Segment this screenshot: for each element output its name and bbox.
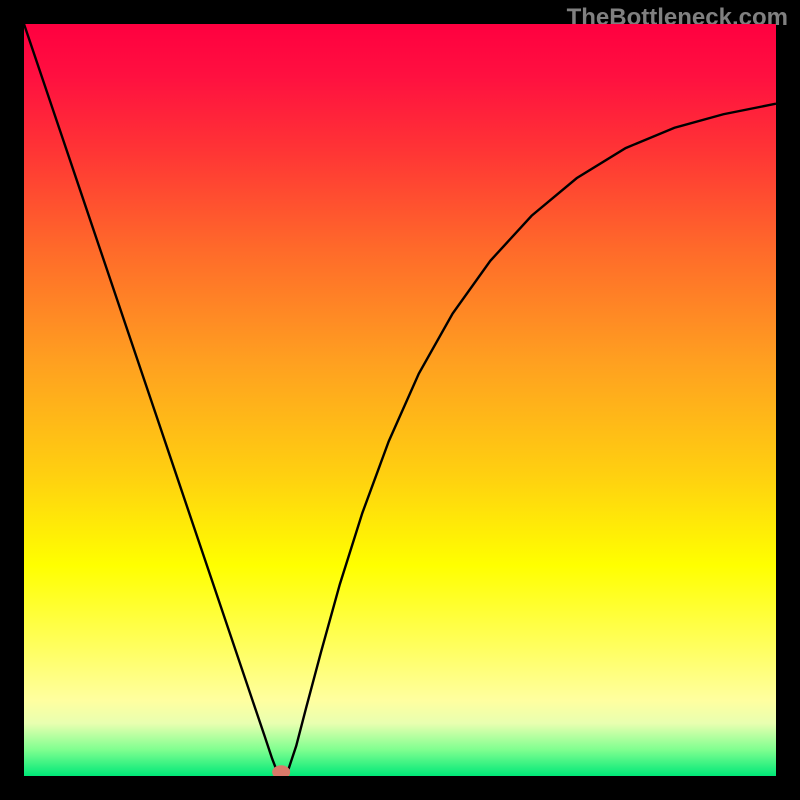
plot-area: [24, 24, 776, 776]
chart-frame: TheBottleneck.com: [0, 0, 800, 800]
curve-layer: [24, 24, 776, 776]
bottleneck-curve: [24, 24, 776, 774]
